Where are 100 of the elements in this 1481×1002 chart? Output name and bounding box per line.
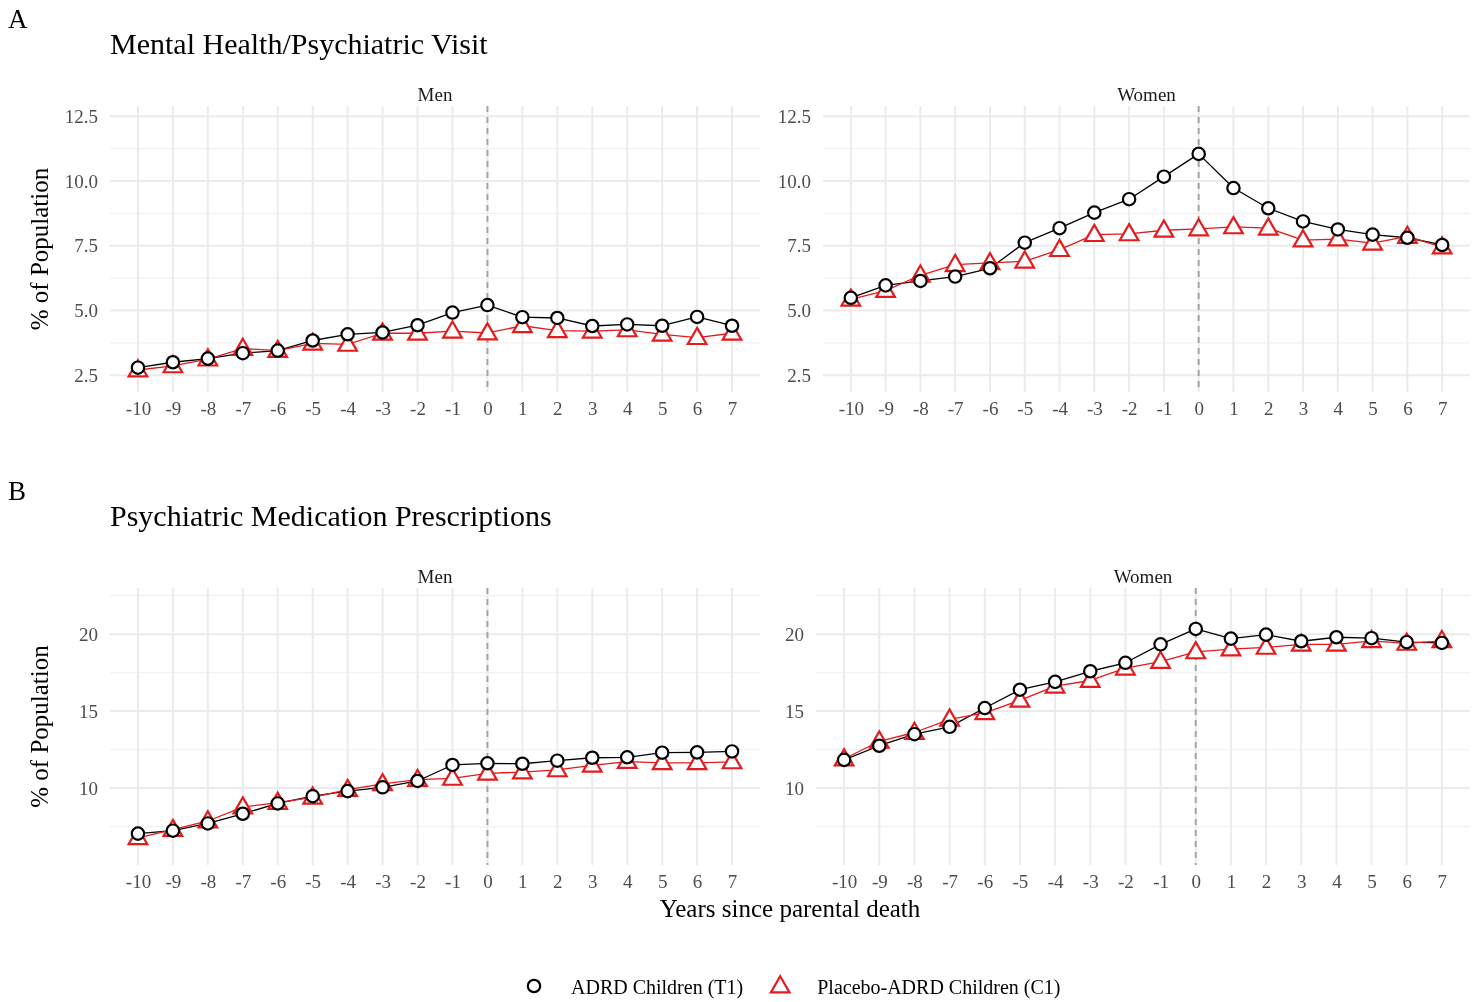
y-tick-label: 12.5 bbox=[64, 105, 98, 127]
x-tick-label: 5 bbox=[1368, 398, 1378, 420]
x-tick-label: 6 bbox=[692, 398, 703, 420]
x-tick-label: -3 bbox=[375, 398, 391, 420]
x-tick-label: -2 bbox=[410, 398, 426, 420]
x-tick-label: -5 bbox=[305, 871, 322, 893]
x-tick-label: 4 bbox=[622, 398, 633, 420]
y-axis-title: % of Population bbox=[26, 644, 53, 808]
chart-title: Mental Health/Psychiatric Visit bbox=[110, 27, 489, 60]
chart-subtitle: Women bbox=[1117, 84, 1177, 105]
chart-subtitle: Women bbox=[1113, 566, 1173, 587]
x-tick-label: 2 bbox=[553, 871, 563, 893]
x-tick-label: -8 bbox=[907, 871, 923, 893]
x-tick-label: -7 bbox=[942, 871, 959, 893]
x-axis-title: Years since parental death bbox=[659, 895, 921, 922]
x-tick-label: -6 bbox=[270, 871, 287, 893]
x-tick-label: 2 bbox=[1264, 398, 1274, 420]
x-tick-label: 3 bbox=[588, 398, 598, 420]
x-tick-label: -3 bbox=[375, 871, 391, 893]
text: A bbox=[8, 4, 28, 34]
x-tick-label: -6 bbox=[270, 398, 287, 420]
x-tick-label: -3 bbox=[1086, 398, 1103, 420]
x-tick-label: -10 bbox=[125, 871, 152, 893]
x-tick-label: 5 bbox=[1367, 871, 1377, 893]
x-tick-label: -7 bbox=[947, 398, 964, 420]
x-tick-label: -2 bbox=[1118, 871, 1134, 893]
x-tick-label: -4 bbox=[1052, 398, 1069, 420]
y-tick-label: 2.5 bbox=[74, 364, 98, 386]
x-tick-label: 5 bbox=[657, 871, 668, 893]
x-tick-label: -6 bbox=[977, 871, 994, 893]
x-tick-label: -1 bbox=[445, 871, 461, 893]
y-tick-label: 20 bbox=[79, 623, 98, 645]
x-tick-label: -8 bbox=[200, 871, 217, 893]
x-tick-label: -10 bbox=[838, 398, 864, 420]
y-tick-label: 10.0 bbox=[777, 170, 811, 192]
x-tick-label: 3 bbox=[588, 871, 598, 893]
y-tick-label: 15 bbox=[785, 700, 804, 722]
x-tick-label: 7 bbox=[1437, 871, 1448, 893]
x-tick-label: 4 bbox=[622, 871, 633, 893]
chart-title: Psychiatric Medication Prescriptions bbox=[110, 499, 552, 532]
x-tick-label: -5 bbox=[305, 398, 322, 420]
x-tick-label: -9 bbox=[878, 398, 895, 420]
x-tick-label: 1 bbox=[1229, 398, 1239, 420]
y-tick-label: 5.0 bbox=[74, 300, 98, 322]
y-axis-title: % of Population bbox=[26, 167, 53, 331]
x-tick-label: -4 bbox=[1047, 871, 1065, 893]
y-tick-label: 12.5 bbox=[777, 105, 811, 127]
x-tick-label: 5 bbox=[657, 398, 668, 420]
x-tick-label: 7 bbox=[727, 398, 738, 420]
x-tick-label: 2 bbox=[1261, 871, 1272, 893]
x-tick-label: -4 bbox=[340, 871, 357, 893]
y-tick-label: 10.0 bbox=[64, 170, 98, 192]
x-tick-label: -6 bbox=[982, 398, 999, 420]
x-tick-label: -8 bbox=[200, 398, 217, 420]
chart-subtitle: Men bbox=[417, 84, 453, 105]
x-tick-label: 4 bbox=[1332, 871, 1343, 893]
legend-label: ADRD Children (T1) bbox=[571, 976, 744, 999]
x-tick-label: -1 bbox=[1156, 398, 1173, 420]
y-tick-label: 7.5 bbox=[787, 235, 811, 257]
x-tick-label: -8 bbox=[912, 398, 929, 420]
x-tick-label: 3 bbox=[1296, 871, 1307, 893]
x-tick-label: 1 bbox=[518, 398, 528, 420]
y-tick-label: 20 bbox=[785, 623, 804, 645]
y-tick-label: 10 bbox=[785, 777, 804, 799]
x-tick-label: -3 bbox=[1082, 871, 1099, 893]
x-tick-label: 0 bbox=[1191, 871, 1201, 893]
x-tick-label: 0 bbox=[483, 398, 493, 420]
x-tick-label: -4 bbox=[340, 398, 357, 420]
x-tick-label: 6 bbox=[1402, 871, 1412, 893]
y-tick-label: 5.0 bbox=[787, 300, 811, 322]
x-tick-label: 2 bbox=[553, 398, 563, 420]
x-tick-label: 1 bbox=[518, 871, 528, 893]
x-tick-label: -7 bbox=[235, 398, 252, 420]
x-tick-label: 6 bbox=[692, 871, 703, 893]
x-tick-label: -9 bbox=[165, 871, 182, 893]
legend-label: Placebo-ADRD Children (C1) bbox=[817, 976, 1061, 999]
chart-subtitle: Men bbox=[417, 566, 453, 587]
y-tick-label: 2.5 bbox=[787, 364, 811, 386]
x-tick-label: 7 bbox=[727, 871, 738, 893]
x-tick-label: 0 bbox=[483, 871, 493, 893]
x-tick-label: -2 bbox=[410, 871, 426, 893]
x-tick-label: -1 bbox=[445, 398, 461, 420]
y-tick-label: 15 bbox=[79, 700, 98, 722]
x-tick-label: 6 bbox=[1403, 398, 1413, 420]
x-tick-label: 3 bbox=[1298, 398, 1309, 420]
x-tick-label: -9 bbox=[165, 398, 182, 420]
x-tick-label: -5 bbox=[1012, 871, 1029, 893]
x-tick-label: -10 bbox=[125, 398, 152, 420]
y-tick-label: 7.5 bbox=[74, 235, 98, 257]
x-tick-label: -7 bbox=[235, 871, 252, 893]
x-tick-label: -10 bbox=[831, 871, 858, 893]
y-tick-label: 10 bbox=[79, 777, 98, 799]
x-tick-label: -1 bbox=[1153, 871, 1169, 893]
x-tick-label: -5 bbox=[1017, 398, 1034, 420]
text: B bbox=[8, 476, 27, 506]
x-tick-label: 4 bbox=[1333, 398, 1344, 420]
x-tick-label: 0 bbox=[1194, 398, 1204, 420]
x-tick-label: -9 bbox=[871, 871, 888, 893]
x-tick-label: 7 bbox=[1437, 398, 1448, 420]
x-tick-label: 1 bbox=[1226, 871, 1237, 893]
